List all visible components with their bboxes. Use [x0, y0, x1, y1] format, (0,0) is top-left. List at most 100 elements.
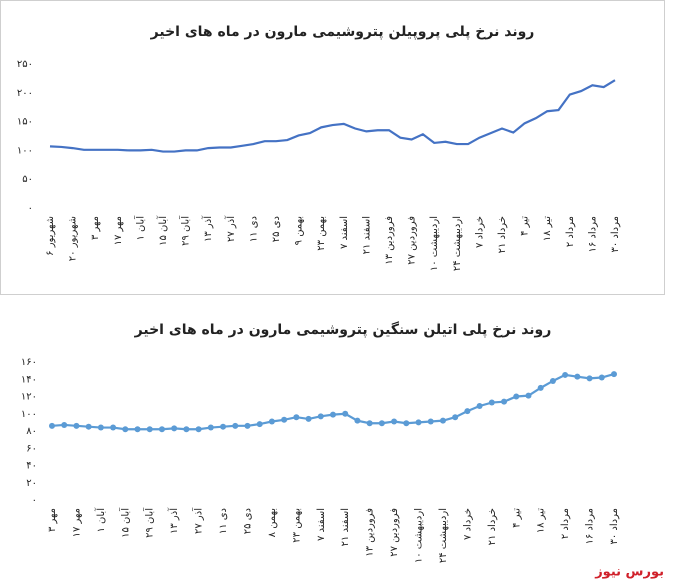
- x-tick-label: ۱۶ مرداد: [585, 508, 596, 544]
- point: [97, 424, 104, 431]
- point: [256, 421, 263, 428]
- x-tick-label: ۷ خرداد: [474, 216, 485, 248]
- line: [51, 373, 615, 431]
- y-tick-label: ۱۵۰: [17, 117, 33, 128]
- x-tick-label: ۲۵ دی: [242, 508, 253, 534]
- y-tick-label: ۱۰۰: [21, 409, 37, 420]
- y-tick-label: ۲۰: [26, 478, 37, 489]
- point: [317, 413, 324, 420]
- point: [220, 423, 227, 430]
- point: [598, 374, 605, 381]
- x-tick-label: ۲۷ آذر: [224, 215, 237, 242]
- x-tick-label: ۱۷ مهر: [71, 508, 82, 537]
- point: [513, 393, 520, 400]
- point: [122, 426, 129, 433]
- x-tick-label: ۱۰ اردیبهشت: [414, 508, 425, 563]
- point: [562, 371, 569, 378]
- point: [305, 415, 312, 422]
- x-tick-label: ۲۵ دی: [271, 216, 282, 242]
- y-tick-label: ۱۰۰: [17, 145, 33, 156]
- x-tick-label: ۱۷ مهر: [113, 216, 124, 245]
- point: [110, 424, 117, 431]
- x-tick-label: ۲۳ بهمن: [316, 216, 327, 251]
- x-tick-label: ۸ بهمن: [267, 508, 278, 537]
- y-tick-label: ۶۰: [26, 443, 37, 454]
- x-tick-label: ۲۷ فروردین: [389, 508, 400, 557]
- point: [403, 420, 410, 427]
- line: [49, 79, 616, 153]
- x-tick-label: ۲۷ آذر: [192, 507, 205, 534]
- x-tick-label: ۱۱ دی: [218, 508, 229, 534]
- brand: بورس نیوز: [594, 565, 664, 580]
- x-tick-label: ۷ خرداد: [462, 508, 473, 540]
- point: [452, 414, 459, 421]
- y-tick-label: ۱۲۰: [21, 392, 37, 403]
- x-tick-label: ۲۱ خرداد: [487, 508, 498, 545]
- x-tick-label: ۲۳ بهمن: [291, 508, 302, 543]
- point: [73, 422, 80, 429]
- point: [171, 425, 178, 432]
- y-tick-label: ۰: [28, 203, 33, 214]
- chart-frame: [0, 0, 665, 295]
- x-tick-label: ۴ تیر: [511, 508, 522, 528]
- point: [146, 426, 153, 433]
- x-tick-label: ۳۰ مرداد: [609, 508, 620, 544]
- point: [549, 377, 556, 384]
- point: [501, 398, 508, 405]
- x-tick-label: ۲۱ خرداد: [497, 216, 508, 253]
- x-tick-label: ۲۴ اردیبهشت: [438, 508, 449, 563]
- x-tick-label: ۷ اسفند: [316, 508, 327, 541]
- x-tick-label: ۱۸ تیر: [542, 216, 553, 241]
- x-tick-label: ۱۵ آبان: [118, 507, 131, 538]
- point: [330, 411, 336, 418]
- x-tick-label: ۲۱ اسفند: [340, 508, 351, 546]
- point: [158, 426, 165, 433]
- point: [281, 416, 288, 423]
- chart-title: روند نرخ پلی اتیلن سنگین پتروشیمی مارون …: [134, 321, 552, 338]
- x-tick-label: ۲۹ آبان: [179, 215, 192, 246]
- x-tick-label: ۲ مرداد: [565, 216, 576, 247]
- x-tick-label: ۴ تیر: [520, 216, 531, 236]
- point: [586, 375, 593, 382]
- x-tick-label: ۱۰ اردیبهشت: [429, 216, 440, 271]
- point: [232, 422, 239, 429]
- point: [354, 417, 361, 424]
- x-tick-label: ۱۳ فروردین: [384, 216, 395, 265]
- y-tick-label: ۱۶۰: [21, 357, 37, 368]
- x-tick-label: ۳ مهر: [47, 508, 58, 532]
- x-tick-label: ۳ مهر: [90, 216, 101, 240]
- point: [537, 384, 544, 391]
- point: [464, 408, 471, 415]
- y-tick-label: ۱۴۰: [21, 374, 37, 385]
- y-tick-label: ۰: [32, 495, 37, 506]
- point: [415, 419, 422, 426]
- point: [488, 399, 495, 406]
- point: [85, 423, 92, 430]
- x-tick-label: ۱۶ مرداد: [587, 216, 598, 252]
- x-tick-label: ۳۰ مرداد: [610, 216, 621, 252]
- point: [366, 420, 373, 427]
- point: [342, 410, 349, 417]
- point: [476, 402, 483, 409]
- y-tick-label: ۵۰: [22, 174, 33, 185]
- point: [244, 422, 251, 429]
- x-tick-label: ۶ شهریور: [45, 216, 56, 256]
- x-tick-label: ۲۷ فروردین: [407, 216, 418, 265]
- x-tick-label: ۱۳ آذر: [167, 507, 180, 534]
- point: [61, 421, 68, 428]
- point: [427, 418, 434, 425]
- x-tick-label: ۱ آبان: [133, 215, 146, 241]
- x-tick-label: ۷ اسفند: [339, 216, 350, 249]
- point: [391, 418, 398, 425]
- point: [378, 420, 385, 427]
- point: [574, 373, 581, 380]
- x-tick-label: ۹ بهمن: [294, 216, 305, 245]
- x-tick-label: ۲۱ اسفند: [361, 216, 372, 254]
- x-tick-label: ۲۰ شهریور: [68, 216, 79, 261]
- chart-title: روند نرخ پلی پروپیلن پتروشیمی مارون در م…: [150, 24, 535, 40]
- x-tick-label: ۲۴ اردیبهشت: [452, 216, 463, 271]
- x-tick-label: ۱ آبان: [94, 507, 107, 533]
- x-tick-label: ۱۳ فروردین: [365, 508, 376, 557]
- point: [439, 417, 446, 424]
